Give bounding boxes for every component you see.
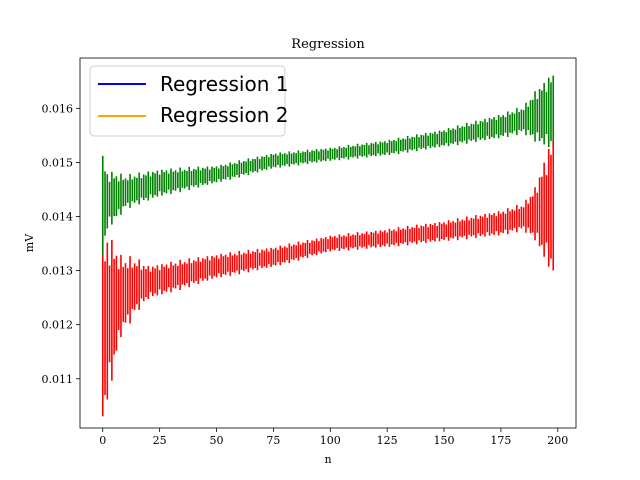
x-tick-label: 175	[490, 434, 511, 447]
y-tick-label: 0.013	[42, 265, 74, 278]
chart-title: Regression	[291, 37, 365, 52]
y-tick-label: 0.015	[42, 156, 74, 169]
y-tick-label: 0.011	[42, 373, 74, 386]
errorbar-layer	[101, 75, 555, 417]
y-axis-ticks: 0.011 0.012 0.013 0.014 0.015 0.016	[42, 102, 80, 386]
y-tick-label: 0.014	[42, 210, 74, 223]
x-axis-label: n	[324, 453, 331, 466]
x-tick-label: 50	[210, 434, 224, 447]
x-tick-label: 200	[547, 434, 568, 447]
y-tick-label: 0.016	[42, 102, 74, 115]
x-axis-ticks: 0 25 50 75 100 125 150 175 200	[99, 428, 568, 447]
x-tick-label: 25	[153, 434, 167, 447]
legend-label-regression-1: Regression 1	[160, 72, 288, 96]
y-axis-label: mV	[23, 233, 36, 252]
axes-frame	[79, 57, 577, 429]
legend: Regression 1 Regression 2	[89, 65, 288, 137]
y-tick-label: 0.012	[42, 319, 74, 332]
x-tick-label: 150	[434, 434, 455, 447]
legend-label-regression-2: Regression 2	[160, 103, 288, 127]
x-tick-label: 75	[266, 434, 280, 447]
series-1-errorbars	[101, 75, 555, 256]
series-2-errorbars	[101, 140, 555, 417]
x-tick-label: 125	[377, 434, 398, 447]
x-tick-label: 100	[320, 434, 341, 447]
x-tick-label: 0	[99, 434, 106, 447]
